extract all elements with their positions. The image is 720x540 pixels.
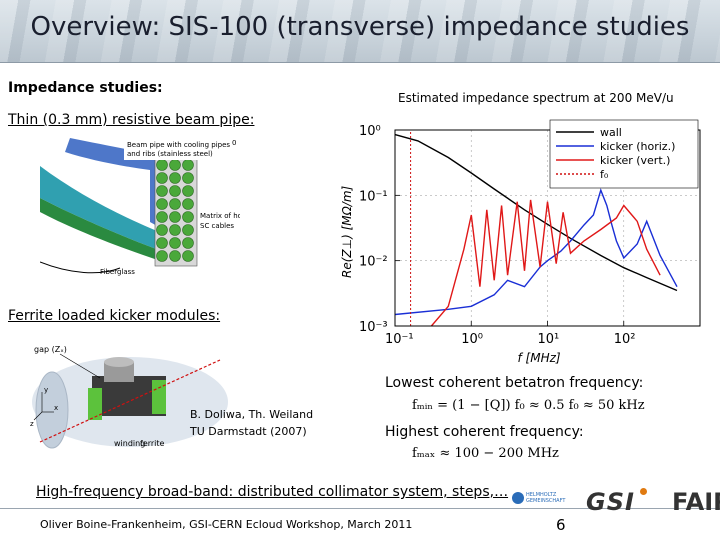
cable-dot <box>182 224 194 236</box>
legend-label: f₀ <box>600 168 609 181</box>
beam-pipe-label: Thin (0.3 mm) resistive beam pipe: <box>8 112 255 128</box>
beam-pipe-figure: Beam pipe with cooling pipes and ribs (s… <box>40 136 240 282</box>
y-tick-label: 10⁻² <box>359 255 388 270</box>
kicker-pipe-end <box>35 371 69 449</box>
rib-shape <box>65 138 175 236</box>
y-tick-label: 10⁻³ <box>359 320 388 335</box>
highest-freq-label: Highest coherent frequency: <box>385 424 584 440</box>
helmholtz-line-1: HELMHOLTZ <box>526 492 557 498</box>
beam-axis-line <box>39 359 221 443</box>
cable-dot <box>169 211 181 223</box>
pipe-annotation-3: Matrix of hollow <box>200 212 240 220</box>
pipe-axis-mark: 0 <box>232 139 236 147</box>
kicker-ferrite-label: ferrite <box>140 439 165 448</box>
lowest-freq-label: Lowest coherent betatron frequency: <box>385 375 644 391</box>
pipe-annotation-4: SC cables <box>200 222 234 230</box>
cable-dot <box>156 172 168 184</box>
cable-dot <box>169 159 181 171</box>
cable-dot <box>182 159 194 171</box>
x-tick-label: 10² <box>614 332 636 347</box>
impedance-chart: 10⁻¹ 10⁰ 10¹ 10² 10⁰ 10⁻¹ 10⁻² 10⁻³ Re(Z⊥) [MΩ/… <box>335 110 715 372</box>
annotation-box <box>124 138 236 160</box>
fiberglass-shape <box>40 198 170 264</box>
pipe-annotation-1: Beam pipe with cooling pipes <box>127 141 230 149</box>
impedance-heading: Impedance studies: <box>8 80 163 96</box>
cable-dot <box>182 250 194 262</box>
pipe-wall-shape <box>40 166 170 254</box>
footer-divider <box>0 508 720 509</box>
legend-label: wall <box>600 126 622 139</box>
legend-label: kicker (vert.) <box>600 154 670 167</box>
series-wall-line <box>394 133 678 292</box>
x-tick-label: 10⁻¹ <box>385 332 414 347</box>
kicker-label: Ferrite loaded kicker modules: <box>8 308 221 324</box>
gsi-logo: GSI <box>586 488 635 516</box>
fair-logo: FAIR <box>672 488 720 516</box>
cable-dot <box>156 198 168 210</box>
cable-dot <box>182 185 194 197</box>
cable-dot <box>182 172 194 184</box>
credit-line-1: B. Doliwa, Th. Weiland <box>190 408 314 421</box>
cable-dot <box>156 159 168 171</box>
x-tick-label: 10⁰ <box>461 332 483 347</box>
cable-dot <box>169 250 181 262</box>
cable-dot <box>182 211 194 223</box>
series-kicker-vert--line <box>430 199 661 327</box>
chart-y-label: Re(Z⊥) [MΩ/m] <box>340 185 354 278</box>
cable-dot <box>156 224 168 236</box>
y-tick-label: 10⁰ <box>359 124 381 139</box>
chart-x-label: f [MHz] <box>518 351 561 365</box>
kicker-figure: gap (Zₓ) winding ferrite y x z <box>30 345 228 449</box>
kicker-winding-right <box>152 380 166 414</box>
gsi-logo-dot-icon <box>640 488 647 495</box>
legend-label: kicker (horiz.) <box>600 140 675 153</box>
cable-dot <box>169 198 181 210</box>
cable-dot <box>182 198 194 210</box>
chart-series <box>394 130 678 327</box>
pipe-annotation-2: and ribs (stainless steel) <box>127 150 213 158</box>
kicker-gap-label: gap (Zₓ) <box>34 345 67 354</box>
kicker-winding-left <box>88 388 102 420</box>
cable-dot <box>156 237 168 249</box>
lowest-freq-formula: fₘᵢₙ = (1 − [Q]) f₀ ≈ 0.5 f₀ ≈ 50 kHz <box>412 398 645 413</box>
axis-y-text: y <box>44 386 48 394</box>
slide-title: Overview: SIS-100 (transverse) impedance… <box>30 12 690 42</box>
credit-line-2: TU Darmstadt (2007) <box>190 425 307 438</box>
gap-leader <box>59 353 101 379</box>
cable-dot <box>156 250 168 262</box>
kicker-winding-label: winding <box>114 439 145 448</box>
helmholtz-logo-icon <box>512 492 524 504</box>
series-kicker-horiz--line <box>394 188 678 316</box>
chart-ticks: 10⁻¹ 10⁰ 10¹ 10² 10⁰ 10⁻¹ 10⁻² 10⁻³ <box>359 124 636 347</box>
y-tick-label: 10⁻¹ <box>359 189 388 204</box>
chart-title: Estimated impedance spectrum at 200 MeV/… <box>398 91 674 105</box>
page-number: 6 <box>556 516 566 534</box>
cable-dot <box>169 172 181 184</box>
axis-z-line <box>33 411 43 421</box>
cable-dot <box>156 185 168 197</box>
cable-dot <box>169 237 181 249</box>
axis-x-text: x <box>54 404 58 412</box>
kicker-ferrite-cap <box>104 357 134 367</box>
helmholtz-line-2: GEMEINSCHAFT <box>526 498 566 504</box>
kicker-ferrite-top <box>104 362 134 382</box>
axis-z-text: z <box>30 420 34 428</box>
cable-dot <box>169 224 181 236</box>
helmholtz-logo-text: HELMHOLTZ GEMEINSCHAFT <box>526 492 565 504</box>
cable-matrix <box>156 146 194 262</box>
highest-freq-formula: fₘₐₓ ≈ 100 − 200 MHz <box>412 446 559 461</box>
pipe-annotation-5: Fiberglass <box>100 268 135 276</box>
cable-dot <box>169 185 181 197</box>
x-tick-label: 10¹ <box>538 332 560 347</box>
footer-text: Oliver Boine-Frankenheim, GSI-CERN Eclou… <box>40 518 413 531</box>
pipe-arc <box>40 261 121 274</box>
broadband-line: High-frequency broad-band: distributed c… <box>36 484 509 500</box>
cable-dot <box>182 237 194 249</box>
cable-dot <box>156 211 168 223</box>
title-bar <box>0 0 720 63</box>
matrix-annotation-box <box>198 210 238 234</box>
